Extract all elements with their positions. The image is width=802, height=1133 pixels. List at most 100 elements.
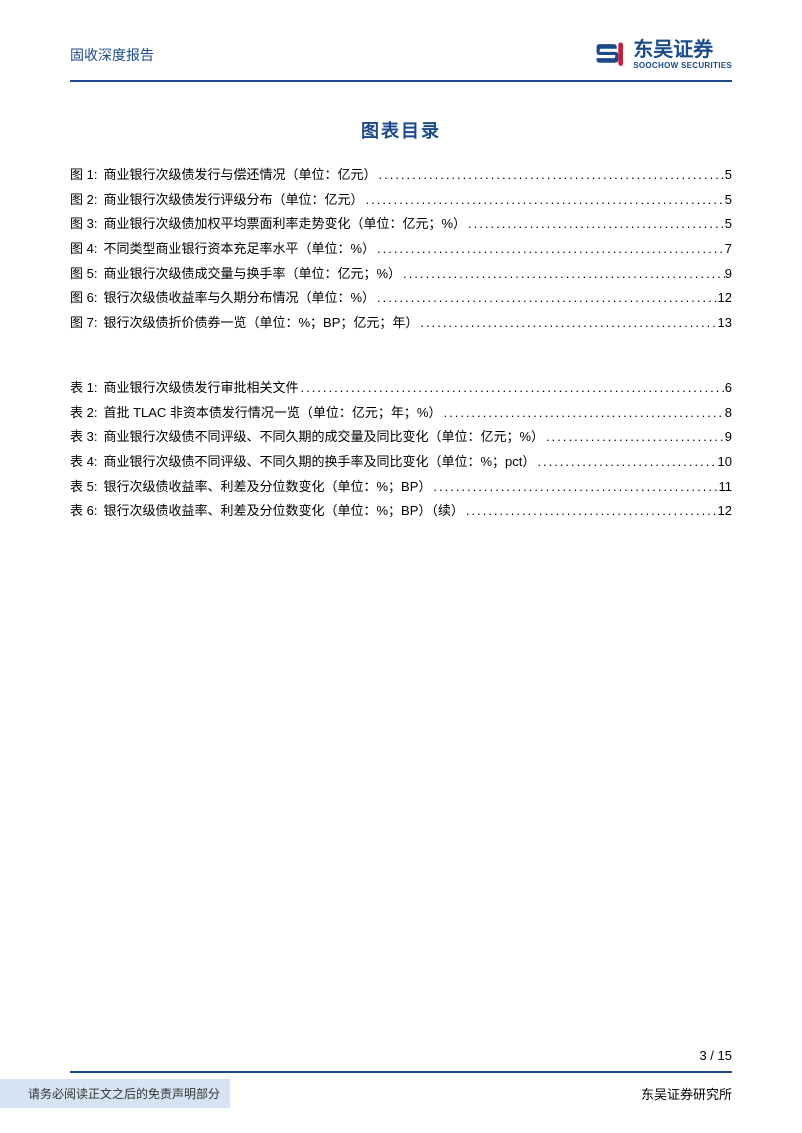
- toc-item-sep: :: [94, 425, 104, 450]
- toc-leader-dots: [431, 475, 718, 500]
- toc-item-title: 银行次级债收益率、利差及分位数变化（单位：%；BP）: [103, 475, 431, 500]
- toc-item: 表 5 : 银行次级债收益率、利差及分位数变化（单位：%；BP） 11: [70, 475, 732, 500]
- toc-leader-dots: [375, 237, 725, 262]
- toc-leader-dots: [376, 163, 724, 188]
- toc-item-title: 首批 TLAC 非资本债发行情况一览（单位：亿元；年；%）: [103, 401, 441, 426]
- toc-item-page: 5: [725, 212, 732, 237]
- toc-leader-dots: [464, 499, 718, 524]
- toc-item-title: 不同类型商业银行资本充足率水平（单位：%）: [103, 237, 375, 262]
- toc-item-title: 商业银行次级债发行评级分布（单位：亿元）: [103, 188, 363, 213]
- toc-item-sep: :: [94, 286, 104, 311]
- toc-leader-dots: [363, 188, 724, 213]
- toc-tables-list: 表 1 : 商业银行次级债发行审批相关文件 6 表 2 : 首批 TLAC 非资…: [70, 376, 732, 524]
- page-footer: 3 / 15 请务必阅读正文之后的免责声明部分 东吴证券研究所: [0, 1048, 802, 1133]
- report-type: 固收深度报告: [70, 45, 154, 65]
- toc-item-label: 图 6: [70, 286, 94, 311]
- toc-item-label: 图 4: [70, 237, 94, 262]
- page-current: 3: [699, 1048, 706, 1063]
- toc-figures-list: 图 1 : 商业银行次级债发行与偿还情况（单位：亿元） 5 图 2 : 商业银行…: [70, 163, 732, 336]
- page-number: 3 / 15: [0, 1048, 802, 1071]
- toc-item-sep: :: [94, 499, 104, 524]
- toc-item-title: 银行次级债收益率、利差及分位数变化（单位：%；BP）（续）: [103, 499, 463, 524]
- disclaimer-band: 请务必阅读正文之后的免责声明部分: [0, 1079, 230, 1108]
- toc-item-sep: :: [94, 311, 104, 336]
- toc-item: 图 4 : 不同类型商业银行资本充足率水平（单位：%） 7: [70, 237, 732, 262]
- toc-item-title: 商业银行次级债不同评级、不同久期的换手率及同比变化（单位：%；pct）: [103, 450, 535, 475]
- institute-name: 东吴证券研究所: [641, 1084, 732, 1103]
- toc-item-sep: :: [94, 376, 104, 401]
- toc-item-sep: :: [94, 188, 104, 213]
- toc-item-title: 银行次级债收益率与久期分布情况（单位：%）: [103, 286, 375, 311]
- toc-item-page: 6: [725, 376, 732, 401]
- toc-leader-dots: [401, 262, 725, 287]
- toc-item: 图 5 : 商业银行次级债成交量与换手率（单位：亿元；%） 9: [70, 262, 732, 287]
- toc-item-label: 图 5: [70, 262, 94, 287]
- toc-item-sep: :: [94, 262, 104, 287]
- toc-item-title: 商业银行次级债发行与偿还情况（单位：亿元）: [103, 163, 376, 188]
- toc-item-page: 12: [718, 499, 732, 524]
- logo-text-cn: 东吴证券: [633, 40, 732, 60]
- content-area: 图表目录 图 1 : 商业银行次级债发行与偿还情况（单位：亿元） 5 图 2 :…: [0, 82, 802, 524]
- toc-item-label: 图 1: [70, 163, 94, 188]
- toc-item: 表 6 : 银行次级债收益率、利差及分位数变化（单位：%；BP）（续） 12: [70, 499, 732, 524]
- toc-item-page: 9: [725, 425, 732, 450]
- toc-item: 表 3 : 商业银行次级债不同评级、不同久期的成交量及同比变化（单位：亿元；%）…: [70, 425, 732, 450]
- toc-item: 表 4 : 商业银行次级债不同评级、不同久期的换手率及同比变化（单位：%；pct…: [70, 450, 732, 475]
- toc-leader-dots: [375, 286, 718, 311]
- toc-item-title: 商业银行次级债成交量与换手率（单位：亿元；%）: [103, 262, 401, 287]
- toc-item-title: 商业银行次级债不同评级、不同久期的成交量及同比变化（单位：亿元；%）: [103, 425, 544, 450]
- logo-text: 东吴证券 SOOCHOW SECURITIES: [633, 40, 732, 70]
- footer-content: 请务必阅读正文之后的免责声明部分 东吴证券研究所: [0, 1079, 802, 1133]
- page-total: 15: [718, 1048, 732, 1063]
- toc-section-gap: [70, 336, 732, 376]
- toc-item: 图 1 : 商业银行次级债发行与偿还情况（单位：亿元） 5: [70, 163, 732, 188]
- toc-item-sep: :: [94, 401, 104, 426]
- toc-item: 图 6 : 银行次级债收益率与久期分布情况（单位：%） 12: [70, 286, 732, 311]
- toc-item-sep: :: [94, 450, 104, 475]
- toc-item-label: 表 1: [70, 376, 94, 401]
- toc-item-label: 图 3: [70, 212, 94, 237]
- toc-item-label: 表 6: [70, 499, 94, 524]
- toc-item-page: 9: [725, 262, 732, 287]
- toc-item-label: 表 5: [70, 475, 94, 500]
- toc-title: 图表目录: [70, 117, 732, 143]
- toc-leader-dots: [544, 425, 725, 450]
- toc-item-label: 图 2: [70, 188, 94, 213]
- toc-item: 图 7 : 银行次级债折价债券一览（单位：%；BP；亿元；年） 13: [70, 311, 732, 336]
- toc-item-page: 5: [725, 163, 732, 188]
- toc-item-sep: :: [94, 475, 104, 500]
- toc-leader-dots: [418, 311, 717, 336]
- toc-item: 图 2 : 商业银行次级债发行评级分布（单位：亿元） 5: [70, 188, 732, 213]
- toc-item: 图 3 : 商业银行次级债加权平均票面利率走势变化（单位：亿元；%） 5: [70, 212, 732, 237]
- page-sep: /: [707, 1048, 718, 1063]
- toc-leader-dots: [298, 376, 724, 401]
- toc-item-title: 银行次级债折价债券一览（单位：%；BP；亿元；年）: [103, 311, 418, 336]
- toc-item-page: 11: [719, 475, 733, 500]
- toc-item-page: 8: [725, 401, 732, 426]
- logo-block: 东吴证券 SOOCHOW SECURITIES: [593, 40, 732, 70]
- soochow-logo-icon: [593, 41, 625, 69]
- footer-divider: [70, 1071, 732, 1073]
- toc-item-page: 13: [718, 311, 732, 336]
- toc-item-sep: :: [94, 237, 104, 262]
- toc-item-page: 10: [718, 450, 732, 475]
- toc-item-sep: :: [94, 212, 104, 237]
- toc-item: 表 2 : 首批 TLAC 非资本债发行情况一览（单位：亿元；年；%） 8: [70, 401, 732, 426]
- toc-item-label: 表 3: [70, 425, 94, 450]
- toc-leader-dots: [441, 401, 724, 426]
- toc-item-label: 图 7: [70, 311, 94, 336]
- toc-item-title: 商业银行次级债发行审批相关文件: [103, 376, 298, 401]
- page-header: 固收深度报告 东吴证券 SOOCHOW SECURITIES: [0, 0, 802, 80]
- toc-leader-dots: [535, 450, 717, 475]
- toc-item-label: 表 4: [70, 450, 94, 475]
- toc-item-label: 表 2: [70, 401, 94, 426]
- toc-item-sep: :: [94, 163, 104, 188]
- toc-item-page: 5: [725, 188, 732, 213]
- toc-item-page: 12: [718, 286, 732, 311]
- toc-leader-dots: [466, 212, 725, 237]
- toc-item-page: 7: [725, 237, 732, 262]
- toc-item: 表 1 : 商业银行次级债发行审批相关文件 6: [70, 376, 732, 401]
- toc-item-title: 商业银行次级债加权平均票面利率走势变化（单位：亿元；%）: [103, 212, 466, 237]
- logo-text-en: SOOCHOW SECURITIES: [633, 62, 732, 70]
- page: 固收深度报告 东吴证券 SOOCHOW SECURITIES 图表目录 图 1 …: [0, 0, 802, 1133]
